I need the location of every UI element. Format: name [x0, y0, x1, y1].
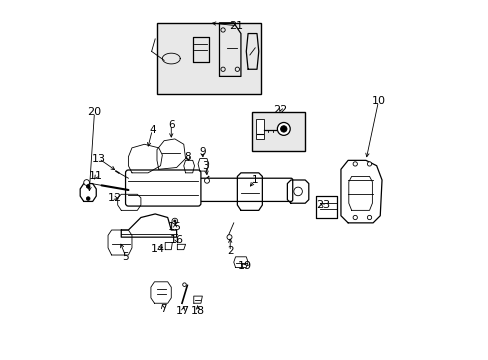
Text: 8: 8 — [184, 152, 191, 162]
Circle shape — [226, 235, 231, 240]
Circle shape — [280, 126, 286, 132]
Text: 1: 1 — [251, 175, 258, 185]
Bar — [251, 112, 305, 152]
Text: 3: 3 — [202, 161, 209, 171]
Circle shape — [173, 220, 176, 222]
Bar — [255, 119, 263, 139]
Text: 5: 5 — [122, 252, 129, 262]
Text: 23: 23 — [315, 200, 329, 210]
Text: 19: 19 — [237, 261, 251, 271]
Text: 22: 22 — [272, 105, 287, 115]
Text: 9: 9 — [199, 147, 205, 157]
Text: 13: 13 — [92, 154, 105, 163]
Circle shape — [352, 215, 357, 220]
Text: 11: 11 — [89, 171, 103, 181]
Circle shape — [86, 185, 90, 188]
Text: 10: 10 — [371, 96, 385, 107]
Text: 16: 16 — [169, 235, 183, 245]
Text: 2: 2 — [226, 247, 233, 256]
Circle shape — [366, 215, 371, 220]
Text: 12: 12 — [108, 193, 122, 203]
Text: 20: 20 — [87, 107, 102, 117]
Circle shape — [86, 197, 90, 201]
Text: 7: 7 — [160, 303, 166, 314]
Circle shape — [172, 218, 177, 224]
Text: 15: 15 — [168, 222, 182, 232]
FancyBboxPatch shape — [200, 178, 292, 202]
Text: 4: 4 — [149, 125, 155, 135]
Text: 6: 6 — [167, 120, 174, 130]
Bar — [157, 23, 260, 94]
Circle shape — [293, 187, 302, 196]
Circle shape — [277, 122, 290, 135]
FancyBboxPatch shape — [125, 170, 201, 206]
Circle shape — [366, 162, 371, 166]
Circle shape — [352, 162, 357, 166]
Text: 18: 18 — [191, 306, 204, 316]
Circle shape — [204, 178, 209, 183]
Text: 14: 14 — [151, 244, 165, 253]
Circle shape — [183, 283, 186, 287]
Circle shape — [83, 180, 89, 185]
Text: 17: 17 — [176, 306, 190, 316]
Text: 21: 21 — [229, 21, 243, 31]
